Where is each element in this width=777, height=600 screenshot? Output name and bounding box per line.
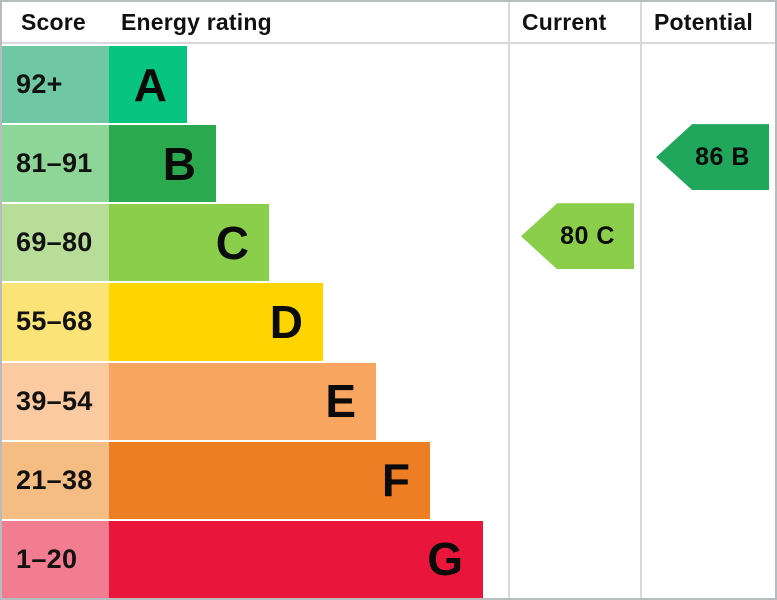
score-range-g: 1–20 bbox=[2, 518, 109, 598]
score-range-b: 81–91 bbox=[2, 123, 109, 203]
band-letter-e: E bbox=[325, 375, 356, 428]
current-cell-e bbox=[508, 360, 640, 440]
rating-row-d: D bbox=[109, 281, 508, 361]
current-cell-c: 80 C bbox=[508, 202, 640, 282]
rating-bar-d: D bbox=[109, 283, 323, 361]
potential-cell-g bbox=[640, 518, 775, 598]
score-range-label: 1–20 bbox=[16, 543, 78, 574]
current-rating-arrow: 80 C bbox=[521, 203, 634, 270]
score-range-a: 92+ bbox=[2, 44, 109, 124]
score-range-f: 21–38 bbox=[2, 439, 109, 519]
rating-bar-c: C bbox=[109, 204, 269, 282]
column-header-current: Current bbox=[508, 2, 640, 44]
potential-cell-f bbox=[640, 439, 775, 519]
rating-row-e: E bbox=[109, 360, 508, 440]
potential-rating-arrow: 86 B bbox=[656, 124, 769, 191]
rating-bar-g: G bbox=[109, 520, 483, 598]
score-range-label: 39–54 bbox=[16, 385, 93, 416]
column-header-score: Score bbox=[2, 2, 109, 44]
potential-rating-label: 86 B bbox=[695, 142, 750, 171]
rating-row-a: A bbox=[109, 44, 508, 124]
score-range-label: 21–38 bbox=[16, 464, 93, 495]
rating-row-b: B bbox=[109, 123, 508, 203]
rating-row-f: F bbox=[109, 439, 508, 519]
column-header-energy-rating: Energy rating bbox=[109, 2, 508, 44]
potential-cell-c bbox=[640, 202, 775, 282]
potential-cell-e bbox=[640, 360, 775, 440]
band-letter-d: D bbox=[269, 295, 303, 348]
current-cell-d bbox=[508, 281, 640, 361]
band-letter-f: F bbox=[381, 454, 410, 507]
current-cell-g bbox=[508, 518, 640, 598]
rating-bar-b: B bbox=[109, 125, 216, 203]
rating-bar-f: F bbox=[109, 441, 430, 519]
band-letter-a: A bbox=[133, 58, 167, 111]
band-letter-c: C bbox=[215, 216, 249, 269]
rating-bar-e: E bbox=[109, 362, 376, 440]
potential-cell-b: 86 B bbox=[640, 123, 775, 203]
column-header-potential: Potential bbox=[640, 2, 775, 44]
potential-cell-d bbox=[640, 281, 775, 361]
band-letter-g: G bbox=[427, 533, 463, 586]
rating-bar-a: A bbox=[109, 46, 187, 124]
current-cell-a bbox=[508, 44, 640, 124]
current-cell-f bbox=[508, 439, 640, 519]
band-letter-b: B bbox=[162, 137, 196, 190]
score-range-label: 69–80 bbox=[16, 227, 93, 258]
score-range-c: 69–80 bbox=[2, 202, 109, 282]
score-range-label: 55–68 bbox=[16, 306, 93, 337]
current-cell-b bbox=[508, 123, 640, 203]
rating-row-g: G bbox=[109, 518, 508, 598]
score-range-label: 92+ bbox=[16, 69, 63, 100]
score-range-d: 55–68 bbox=[2, 281, 109, 361]
score-range-label: 81–91 bbox=[16, 148, 93, 179]
potential-cell-a bbox=[640, 44, 775, 124]
rating-row-c: C bbox=[109, 202, 508, 282]
score-range-e: 39–54 bbox=[2, 360, 109, 440]
current-rating-label: 80 C bbox=[560, 221, 615, 250]
